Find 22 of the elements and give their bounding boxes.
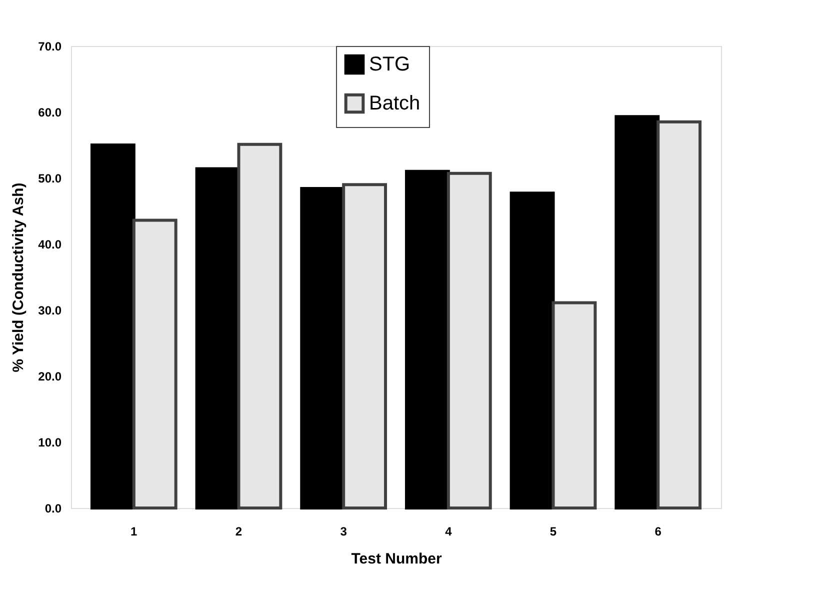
- y-tick-label: 40.0: [38, 238, 62, 252]
- x-tick-label: 6: [654, 524, 662, 538]
- bar: [510, 192, 555, 510]
- bar: [90, 144, 136, 510]
- x-tick-label: 1: [130, 524, 138, 538]
- y-tick-label: 70.0: [38, 40, 62, 54]
- y-tick-label: 30.0: [38, 304, 62, 318]
- y-tick-label: 0.0: [44, 502, 62, 516]
- x-tick-label: 3: [340, 524, 348, 538]
- y-axis-title: % Yield (Conductivity Ash): [10, 182, 28, 372]
- y-tick-label: 50.0: [38, 172, 62, 186]
- y-tick-label: 60.0: [38, 106, 62, 120]
- y-tick-label: 10.0: [38, 436, 62, 450]
- x-tick-label: 5: [550, 524, 557, 538]
- bar: [404, 170, 450, 510]
- legend-label: Batch: [369, 92, 420, 114]
- x-tick-label: 2: [235, 524, 242, 538]
- x-axis-title: Test Number: [351, 550, 442, 568]
- bar: [614, 115, 660, 510]
- x-tick-label: 4: [445, 524, 452, 538]
- y-tick-label: 20.0: [38, 370, 62, 384]
- legend-label: STG: [369, 54, 410, 76]
